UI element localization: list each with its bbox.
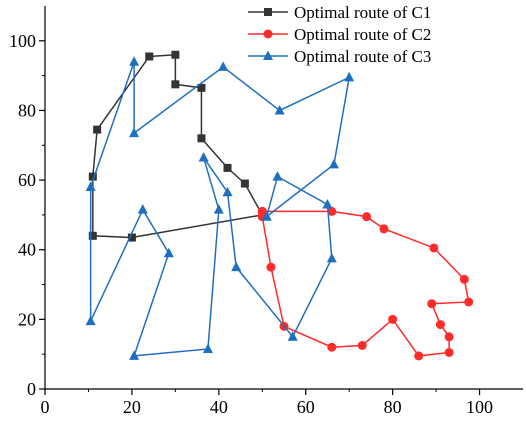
series-3-point <box>287 331 298 341</box>
series-3 <box>85 56 355 360</box>
series-1-point <box>197 83 206 92</box>
y-tick-label: 100 <box>9 31 36 51</box>
series-2-point <box>257 206 267 216</box>
series-3-point <box>218 61 229 71</box>
series-2-point <box>444 347 454 357</box>
series-3-point <box>163 247 174 258</box>
ticks: 0 20 40 60 80 100 0 20 40 60 80 100 <box>9 31 493 417</box>
axes <box>44 6 523 390</box>
series-2-point <box>459 274 469 284</box>
series-3-point <box>222 186 233 197</box>
x-tick-label: 0 <box>41 397 50 417</box>
y-tick-label: 0 <box>27 379 36 399</box>
series-2-point <box>427 299 437 309</box>
legend-entry-2: Optimal route of C2 <box>248 25 431 44</box>
series-2-point <box>362 212 372 222</box>
series-3-point <box>85 181 96 192</box>
series-1-point <box>171 50 180 59</box>
series-3-point <box>198 151 209 162</box>
x-tick-label: 60 <box>297 397 315 417</box>
series-2-point <box>444 332 454 342</box>
x-tick-label: 80 <box>384 397 402 417</box>
x-tick-label: 40 <box>210 397 228 417</box>
series-3-point <box>129 127 140 138</box>
series-2-point <box>379 224 389 234</box>
legend-marker <box>263 50 273 60</box>
series-3-point <box>85 315 96 326</box>
series-2-point <box>327 342 337 352</box>
series-3-point <box>129 350 140 360</box>
series-2-point <box>429 243 439 253</box>
series-2-point <box>327 206 337 216</box>
series-3-point <box>272 171 283 181</box>
series-2-point <box>357 340 367 350</box>
series-3-line <box>89 61 351 357</box>
series-3-point <box>326 252 337 263</box>
series-1-point <box>145 52 154 61</box>
series-1-point <box>88 172 97 181</box>
y-tick-label: 40 <box>18 240 36 260</box>
series-3-point <box>137 204 148 214</box>
series-2-point <box>464 297 474 307</box>
x-tick-label: 100 <box>466 397 493 417</box>
series-1-point <box>127 233 136 242</box>
legend-marker <box>263 29 273 39</box>
series-2-point <box>388 314 398 324</box>
series-1-point <box>171 80 180 89</box>
y-tick-label: 20 <box>18 309 36 329</box>
series-3-point <box>129 56 140 66</box>
series-1-point <box>88 231 97 240</box>
legend: Optimal route of C1 Optimal route of C2 Op… <box>248 3 431 66</box>
series-3-point <box>344 71 355 82</box>
series-1-point <box>223 163 232 172</box>
series-3-point <box>213 204 224 214</box>
series-3-point <box>261 211 272 221</box>
series-2-point <box>414 351 424 361</box>
legend-label: Optimal route of C2 <box>294 25 431 44</box>
y-tick-label: 60 <box>18 170 36 190</box>
series-1-point <box>93 125 102 134</box>
series-3-point <box>328 158 339 169</box>
series-1-point <box>197 134 206 143</box>
legend-marker <box>264 8 272 16</box>
series-3-point <box>231 261 242 272</box>
series-1-point <box>240 179 249 188</box>
legend-entry-3: Optimal route of C3 <box>248 47 431 66</box>
x-tick-label: 20 <box>123 397 141 417</box>
series-2-point <box>435 320 445 330</box>
y-tick-label: 80 <box>18 100 36 120</box>
series-3-point <box>202 343 213 353</box>
series-layer <box>85 50 474 361</box>
series-3-point <box>322 198 333 209</box>
legend-entry-1: Optimal route of C1 <box>248 3 431 22</box>
legend-label: Optimal route of C3 <box>294 47 431 66</box>
legend-label: Optimal route of C1 <box>294 3 431 22</box>
series-3-point <box>274 104 285 115</box>
series-2-point <box>266 262 276 272</box>
